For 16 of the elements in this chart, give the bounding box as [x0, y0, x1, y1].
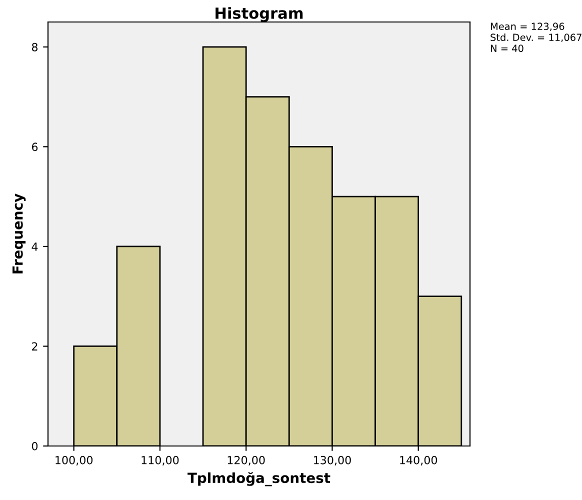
y-tick-label: 0 [32, 442, 38, 450]
x-tick-label: 100,00 [56, 456, 93, 466]
x-tick-label: 120,00 [228, 456, 265, 466]
y-tick-label: 4 [32, 242, 38, 251]
chart-title: Histogram [216, 7, 303, 22]
text: Mean = 123,96 [490, 22, 564, 32]
x-tick-label: 110,00 [142, 456, 179, 466]
y-tick-label: 8 [32, 42, 38, 52]
x-axis-title: Tplmdoğa_sontest [188, 472, 330, 486]
y-axis-title: Frequency [12, 194, 26, 274]
x-tick-label: 140,00 [400, 456, 438, 466]
y-tick-label: 6 [32, 142, 38, 152]
x-tick-label: 130,00 [314, 456, 351, 466]
text: N = 40 [490, 44, 524, 52]
text: Std. Dev. = 11,067 [490, 34, 582, 42]
y-tick-label: 2 [32, 342, 38, 350]
